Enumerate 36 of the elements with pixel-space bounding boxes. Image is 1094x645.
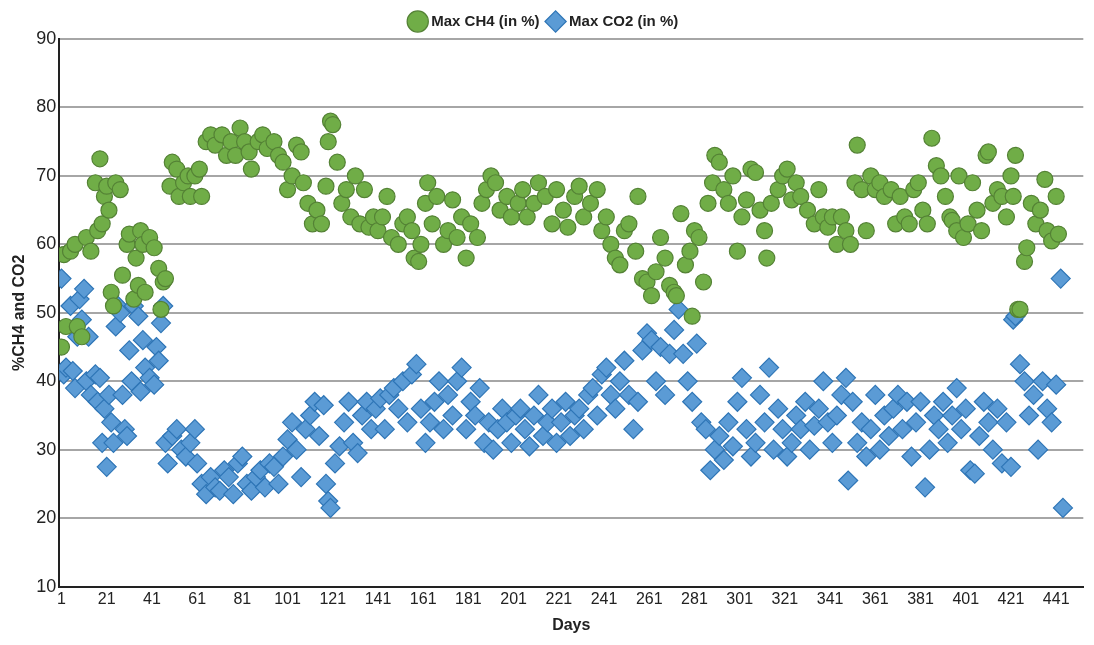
legend-label: Max CH4 (in %) bbox=[431, 11, 540, 29]
x-tick-label: 401 bbox=[952, 589, 980, 607]
x-tick-label: 121 bbox=[319, 589, 347, 607]
x-tick-label: 61 bbox=[188, 589, 207, 607]
y-tick-label: 70 bbox=[36, 164, 57, 185]
legend-label: Max CO2 (in %) bbox=[569, 11, 679, 29]
x-tick-label: 421 bbox=[997, 589, 1025, 607]
x-tick-label: 141 bbox=[364, 589, 392, 607]
x-tick-label: 261 bbox=[635, 589, 663, 607]
y-tick-label: 40 bbox=[36, 370, 57, 391]
x-tick-label: 41 bbox=[143, 589, 161, 607]
x-tick-label: 361 bbox=[861, 589, 889, 607]
y-tick-label: 80 bbox=[36, 96, 57, 117]
x-axis-title: Days bbox=[552, 615, 591, 633]
x-tick-label: 1 bbox=[57, 589, 67, 607]
x-tick-label: 201 bbox=[500, 589, 528, 607]
x-tick-label: 321 bbox=[771, 589, 799, 607]
y-axis-title: %CH4 and CO2 bbox=[10, 254, 28, 372]
y-tick-label: 90 bbox=[36, 27, 57, 48]
y-tick-label: 20 bbox=[36, 507, 57, 528]
y-tick-label: 60 bbox=[36, 233, 57, 254]
x-tick-label: 341 bbox=[816, 589, 844, 607]
x-tick-label: 301 bbox=[726, 589, 754, 607]
x-tick-label: 441 bbox=[1042, 589, 1070, 607]
y-tick-label: 10 bbox=[36, 575, 57, 596]
x-tick-label: 381 bbox=[907, 589, 934, 607]
x-tick-label: 21 bbox=[97, 589, 116, 607]
x-tick-label: 161 bbox=[409, 589, 437, 607]
x-tick-label: 81 bbox=[233, 589, 252, 607]
x-tick-label: 101 bbox=[274, 589, 301, 607]
y-tick-label: 50 bbox=[36, 301, 57, 322]
x-tick-label: 221 bbox=[545, 589, 573, 607]
y-tick-label: 30 bbox=[36, 438, 57, 459]
x-tick-label: 241 bbox=[590, 589, 618, 607]
x-tick-label: 281 bbox=[681, 589, 708, 607]
x-tick-label: 181 bbox=[455, 589, 482, 607]
